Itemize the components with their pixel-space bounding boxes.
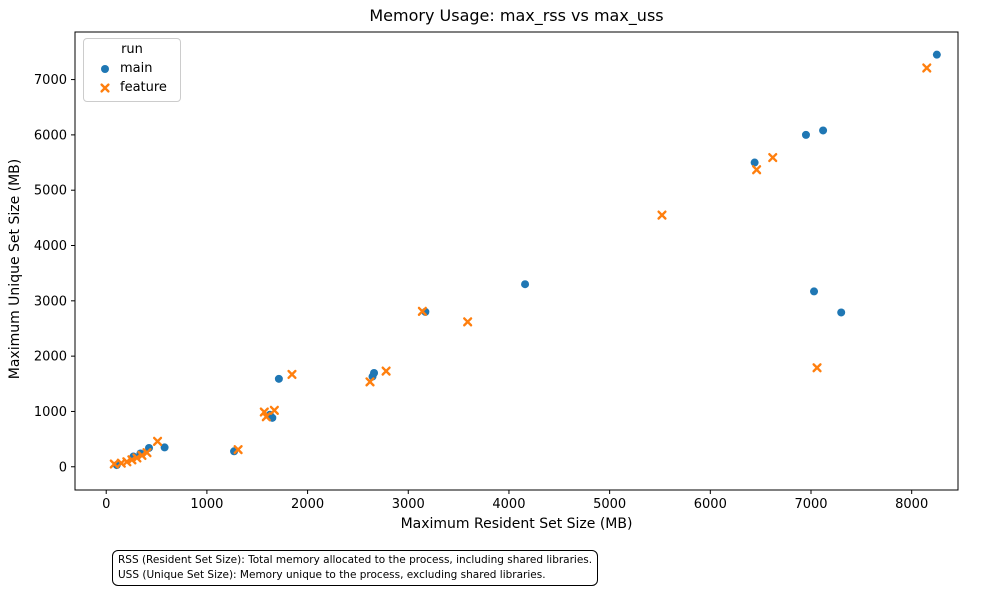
data-point-feature [287, 369, 297, 379]
legend-entries: main feature [84, 59, 180, 97]
data-point-main [160, 443, 169, 452]
y-axis-label: Maximum Unique Set Size (MB) [7, 158, 23, 380]
y-tick-label: 1000 [34, 405, 67, 420]
legend: run main feature [83, 38, 181, 102]
y-tick-label: 5000 [34, 184, 67, 199]
data-point-feature [768, 152, 778, 163]
data-point-feature [142, 448, 152, 458]
legend-entry-main: main [84, 59, 180, 78]
data-point-feature [137, 450, 147, 461]
data-point-main [521, 280, 530, 289]
data-point-feature [752, 165, 762, 175]
data-point-feature [463, 317, 473, 327]
x-tick-label: 0 [102, 497, 110, 512]
data-point-main [810, 287, 819, 296]
x-tick-label: 6000 [694, 497, 727, 512]
data-point-feature [109, 459, 119, 469]
x-tick-label: 1000 [190, 497, 223, 512]
data-point-feature [132, 453, 142, 463]
data-point-main [837, 308, 846, 317]
x-axis-label: Maximum Resident Set Size (MB) [400, 516, 633, 532]
data-point-main [932, 50, 941, 59]
x-tick-label: 5000 [593, 497, 626, 512]
legend-entry-label: main [120, 61, 153, 76]
legend-x-marker-icon [98, 82, 112, 94]
legend-title: run [121, 42, 143, 57]
data-point-main [801, 130, 810, 139]
footnote-box: RSS (Resident Set Size): Total memory al… [112, 550, 599, 586]
data-point-feature [812, 363, 822, 373]
data-point-feature [233, 445, 243, 455]
chart-title: Memory Usage: max_rss vs max_uss [369, 6, 664, 25]
data-point-main [819, 126, 828, 135]
data-point-feature [365, 377, 375, 387]
legend-entry-label: feature [120, 80, 167, 95]
data-point-feature [259, 407, 269, 417]
y-tick-label: 4000 [34, 239, 67, 254]
data-point-main [274, 374, 283, 383]
x-tick-label: 4000 [492, 497, 525, 512]
x-tick-label: 7000 [794, 497, 827, 512]
x-tick-label: 3000 [392, 497, 425, 512]
y-tick-label: 6000 [34, 128, 67, 143]
data-point-feature [261, 412, 271, 422]
x-tick-label: 8000 [895, 497, 928, 512]
y-tick-label: 0 [59, 460, 67, 475]
axes-spines [74, 31, 959, 491]
data-point-feature [417, 306, 427, 316]
data-point-feature [657, 210, 667, 220]
x-tick-label: 2000 [291, 497, 324, 512]
footnote-line-rss: RSS (Resident Set Size): Total memory al… [118, 554, 593, 566]
y-tick-label: 2000 [34, 350, 67, 365]
footnote-line-uss: USS (Unique Set Size): Memory unique to … [118, 569, 546, 581]
legend-circle-marker-icon [98, 63, 112, 75]
legend-entry-feature: feature [84, 78, 180, 97]
data-point-main [370, 369, 379, 378]
data-point-main [750, 158, 759, 167]
y-tick-label: 7000 [34, 73, 67, 88]
y-tick-label: 3000 [34, 294, 67, 309]
data-point-feature [269, 405, 279, 415]
data-point-feature [381, 366, 391, 376]
data-point-feature [922, 63, 932, 73]
data-point-feature [152, 436, 163, 446]
